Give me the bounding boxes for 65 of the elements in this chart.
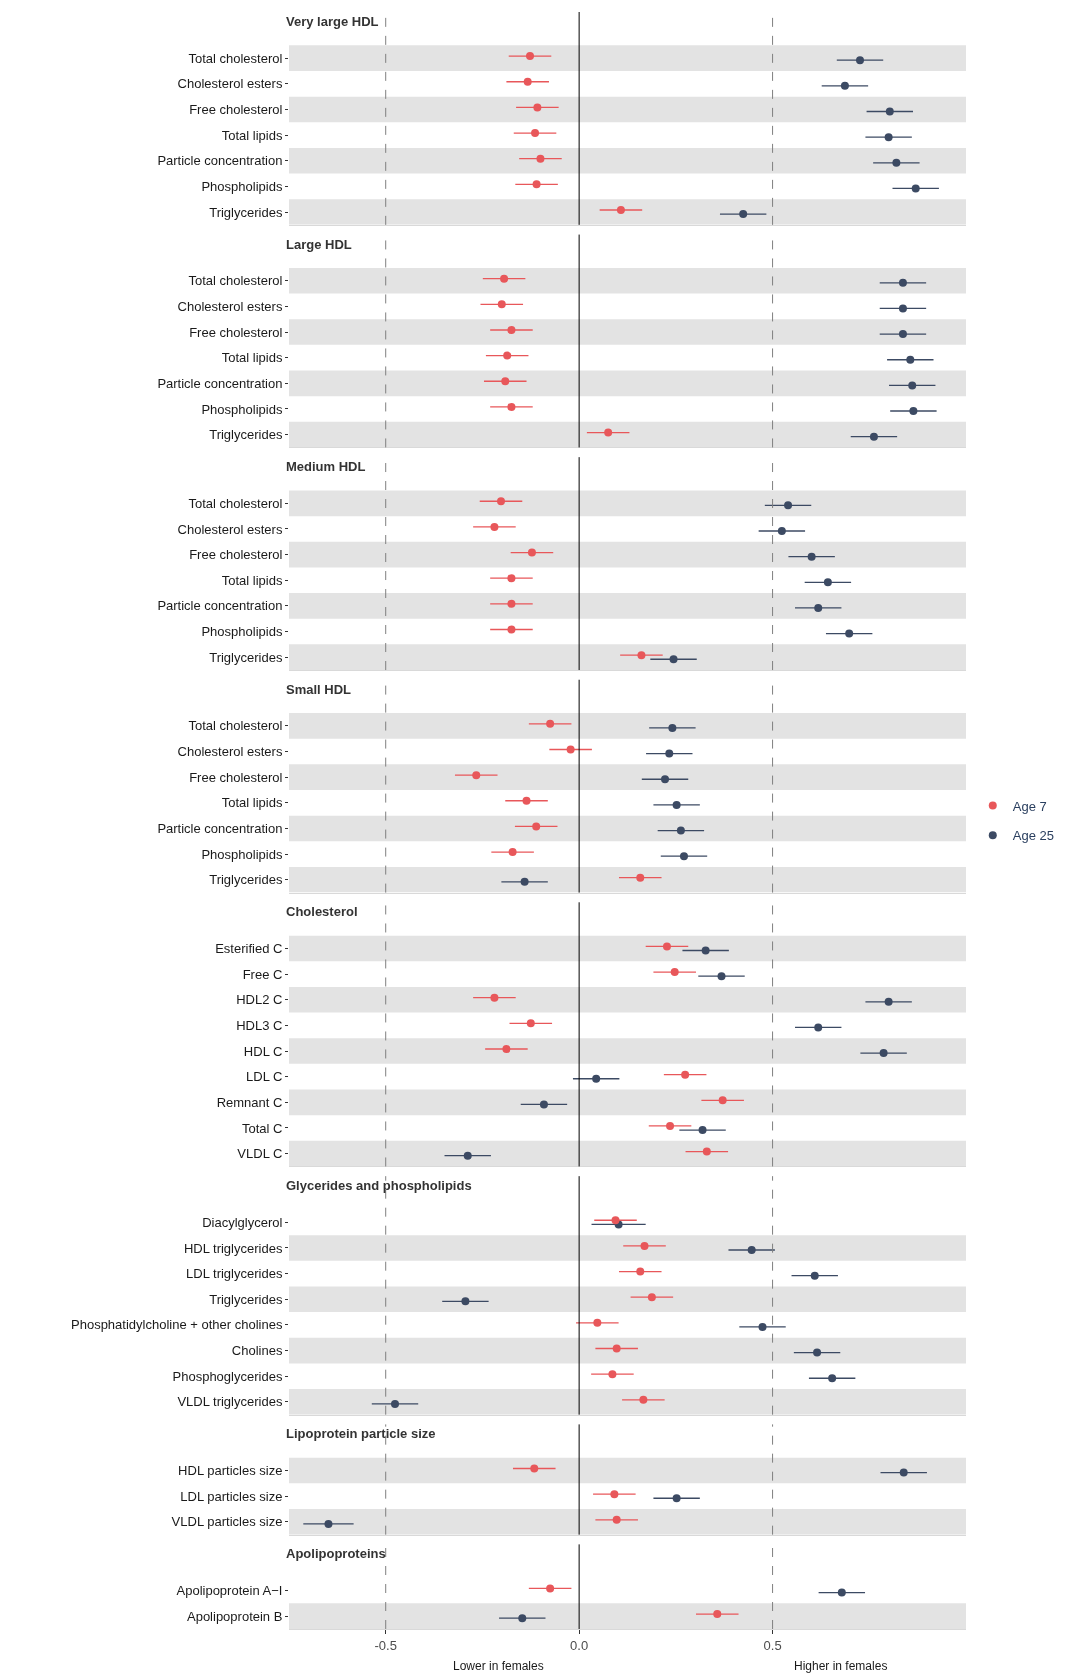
- chart-title: Small HDL: [286, 682, 352, 697]
- y-tick-label: Phosphatidylcholine + other cholines: [71, 1317, 283, 1333]
- chart-title: Lipoprotein particle size: [286, 1426, 436, 1441]
- y-tick-label: Free C: [242, 966, 283, 982]
- y-tick-label: LDL C: [246, 1069, 283, 1085]
- y-tick-label: HDL C: [243, 1043, 283, 1059]
- y-tick-label: VLDL C: [237, 1146, 283, 1162]
- y-tick-label: HDL3 C: [236, 1017, 283, 1033]
- y-tick-label: Triglycerides: [209, 1291, 283, 1307]
- y-tick-label: Remnant C: [216, 1094, 283, 1110]
- chart-title: Very large HDL: [286, 14, 379, 29]
- y-tick-label: Apolipoprotein B: [186, 1608, 283, 1624]
- y-tick-label: Particle concentration: [157, 153, 283, 169]
- y-tick-label: Esterified C: [215, 941, 283, 956]
- y-tick-label: Free cholesterol: [189, 769, 283, 785]
- y-tick-label: Free cholesterol: [189, 324, 283, 340]
- y-tick-label: Triglycerides: [209, 872, 283, 888]
- y-tick-label: Total cholesterol: [188, 50, 283, 66]
- y-tick-label: Total C: [241, 1120, 283, 1136]
- y-tick-label: Total cholesterol: [188, 718, 283, 734]
- y-tick-label: VLDL particles size: [171, 1514, 283, 1530]
- y-tick-label: Phospholipids: [201, 624, 283, 640]
- x-tick-label: 0.5: [763, 1637, 782, 1653]
- chart-title: Large HDL: [286, 237, 352, 252]
- y-tick-label: Apolipoprotein A−I: [176, 1583, 283, 1599]
- y-tick-label: Diacylglycerol: [202, 1214, 283, 1230]
- x-tick-label: 0.0: [570, 1637, 589, 1653]
- y-tick-label: Cholesterol esters: [177, 521, 283, 537]
- y-tick-label: Cholesterol esters: [177, 298, 283, 314]
- y-tick-label: HDL triglycerides: [183, 1240, 283, 1256]
- y-tick-label: Triglycerides: [209, 427, 283, 443]
- y-tick-label: HDL particles size: [178, 1463, 283, 1479]
- y-tick-label: Phospholipids: [201, 401, 283, 417]
- y-tick-label: Particle concentration: [157, 821, 283, 837]
- y-tick-label: LDL triglycerides: [186, 1266, 283, 1282]
- y-tick-label: Cholines: [231, 1343, 283, 1359]
- y-tick-label: Phospholipids: [201, 846, 283, 862]
- text: Lower in females: [453, 1659, 544, 1673]
- y-tick-label: Triglycerides: [209, 204, 283, 220]
- y-tick-label: Total lipids: [221, 127, 283, 143]
- y-tick-label: Phosphoglycerides: [172, 1368, 283, 1384]
- chart-title: Apolipoproteins: [286, 1546, 386, 1561]
- y-tick-label: VLDL triglycerides: [177, 1394, 283, 1410]
- y-tick-label: Total lipids: [221, 572, 283, 588]
- y-tick-label: LDL particles size: [180, 1488, 283, 1504]
- y-tick-label: Total cholesterol: [188, 273, 283, 289]
- y-tick-label: Particle concentration: [157, 598, 283, 614]
- y-tick-label: Triglycerides: [209, 649, 283, 665]
- legend-label: Age 25: [1012, 828, 1054, 844]
- y-tick-label: Particle concentration: [157, 375, 283, 391]
- y-tick-label: HDL2 C: [236, 992, 283, 1008]
- y-tick-label: Phospholipids: [201, 178, 283, 194]
- y-tick-label: Cholesterol esters: [177, 744, 283, 760]
- text: Higher in females: [794, 1659, 888, 1673]
- chart-title: Medium HDL: [286, 459, 366, 474]
- y-tick-label: Cholesterol esters: [177, 76, 283, 92]
- chart-title: Cholesterol: [286, 904, 358, 919]
- y-tick-label: Total lipids: [221, 350, 283, 366]
- chart-title: Glycerides and phospholipids: [286, 1178, 472, 1193]
- y-tick-label: Total lipids: [221, 795, 283, 811]
- x-tick-label: -0.5: [374, 1637, 397, 1653]
- y-tick-label: Free cholesterol: [189, 102, 283, 118]
- y-tick-label: Free cholesterol: [189, 547, 283, 563]
- y-tick-label: Total cholesterol: [188, 495, 283, 511]
- legend-label: Age 7: [1012, 798, 1047, 814]
